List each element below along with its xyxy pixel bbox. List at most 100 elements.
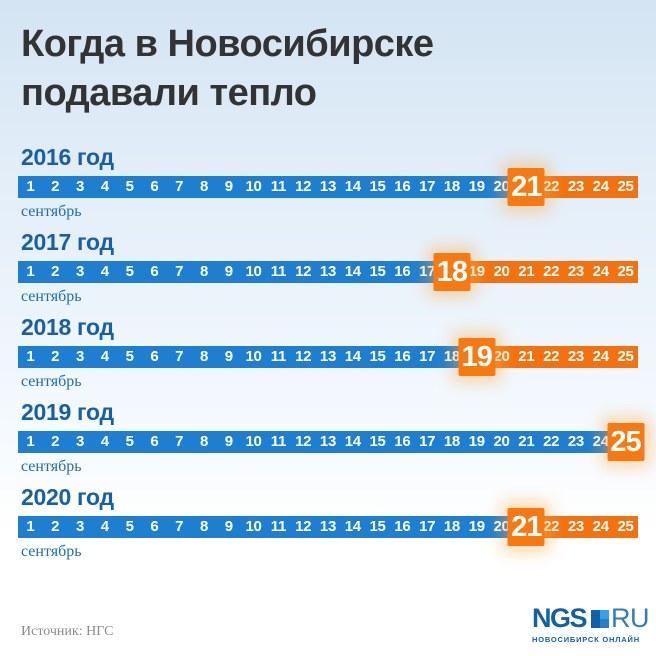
day-cell: 18 [439, 345, 465, 368]
day-cell: 14 [340, 175, 366, 198]
day-cell: 7 [166, 345, 192, 368]
day-cell: 10 [241, 515, 266, 538]
day-cell: 23 [563, 515, 589, 538]
timeline-row: 2018 год 1 2 3 4 5 6 7 8 9 10 11 12 13 14 15 16 17 18 19 20 2… [18, 313, 656, 392]
day-cell: 4 [92, 175, 118, 198]
day-cell: 18 [439, 515, 465, 538]
day-cell: 3 [67, 175, 93, 198]
highlight-day-badge: 18 [433, 252, 471, 291]
day-cell: 15 [365, 515, 390, 538]
day-cell: 3 [67, 260, 93, 283]
day-cell: 7 [166, 515, 192, 538]
year-label: 2020 год [21, 483, 114, 510]
day-cell: 10 [241, 175, 266, 198]
day-cell: 14 [340, 430, 366, 453]
day-cell: 13 [315, 345, 341, 368]
day-cell: 5 [117, 430, 142, 453]
day-cell: 6 [141, 260, 167, 283]
day-cell: 5 [117, 515, 142, 538]
page-title: Когда в Новосибирске подавали тепло [21, 20, 656, 119]
day-cell: 12 [290, 430, 316, 453]
day-cell: 13 [315, 430, 341, 453]
day-cell: 19 [464, 260, 490, 283]
day-cell: 25 [613, 260, 638, 283]
day-cell: 9 [216, 430, 242, 453]
day-cell: 16 [389, 260, 415, 283]
day-cell: 3 [67, 430, 93, 453]
day-cell: 9 [216, 345, 242, 368]
month-label: сентябрь [21, 372, 82, 390]
day-cell: 11 [265, 345, 291, 368]
timeline-bar: 1 2 3 4 5 6 7 8 9 10 11 12 13 14 15 16 17 18 19 20 21 22 23 24 2… [18, 167, 638, 206]
ngs-logo-text: NGS [531, 603, 588, 633]
timeline-row: 2020 год 1 2 3 4 5 6 7 8 9 10 11 12 13 14 15 16 17 18 19 20 2… [18, 483, 656, 562]
day-cell: 4 [92, 430, 118, 453]
timeline-bar: 1 2 3 4 5 6 7 8 9 10 11 12 13 14 15 16 17 18 19 20 21 22 23 24 2… [18, 252, 638, 291]
day-cell: 9 [216, 175, 242, 198]
timeline-row: 2019 год 1 2 3 4 5 6 7 8 9 10 11 12 13 14 15 16 17 18 19 20 2… [18, 398, 656, 477]
day-cell: 19 [464, 175, 490, 198]
day-cell: 4 [92, 515, 118, 538]
day-cell: 8 [191, 260, 217, 283]
day-cell: 7 [166, 430, 192, 453]
day-cell: 21 [507, 507, 545, 546]
day-cell: 19 [464, 430, 490, 453]
day-cell: 21 [513, 430, 539, 453]
day-cell: 19 [458, 337, 496, 376]
day-cell: 15 [365, 430, 390, 453]
ngs-logo[interactable]: NGS RU НОВОСИБИРСК ОНЛАЙН [531, 603, 650, 645]
day-cell: 5 [117, 345, 142, 368]
day-cell: 25 [613, 345, 638, 368]
day-cell: 1 [18, 430, 43, 453]
day-cell: 22 [538, 430, 564, 453]
highlight-day-badge: 25 [607, 422, 645, 461]
day-cell: 15 [365, 260, 390, 283]
month-label: сентябрь [21, 287, 82, 305]
day-cell: 24 [588, 515, 614, 538]
day-cell: 6 [141, 345, 167, 368]
day-cell: 24 [588, 345, 614, 368]
day-cell: 11 [265, 515, 291, 538]
day-cell: 8 [191, 175, 217, 198]
day-cell: 6 [141, 515, 167, 538]
day-cell: 17 [414, 260, 440, 283]
title-line-2: подавали тепло [21, 72, 317, 115]
year-label: 2019 год [21, 398, 114, 425]
day-cell: 18 [439, 430, 465, 453]
day-cell: 14 [340, 260, 366, 283]
year-label: 2016 год [21, 143, 114, 170]
day-cell: 22 [538, 345, 564, 368]
day-cell: 8 [191, 515, 217, 538]
day-cell: 17 [414, 345, 440, 368]
day-cell: 1 [18, 345, 43, 368]
day-cell: 24 [588, 175, 614, 198]
day-cell: 2 [42, 430, 68, 453]
day-cell: 6 [141, 430, 167, 453]
day-cell: 23 [563, 345, 589, 368]
timeline-bar: 1 2 3 4 5 6 7 8 9 10 11 12 13 14 15 16 17 18 19 20 21 22 23 24 2… [18, 422, 645, 461]
day-cell: 14 [340, 515, 366, 538]
day-cell: 7 [166, 260, 192, 283]
day-cell: 5 [117, 260, 142, 283]
day-cell: 7 [166, 175, 192, 198]
day-cell: 23 [563, 260, 589, 283]
day-cell: 18 [439, 175, 465, 198]
day-cell: 17 [414, 515, 440, 538]
day-cell: 10 [241, 260, 266, 283]
day-cell: 21 [507, 167, 545, 206]
highlight-day-badge: 21 [507, 507, 545, 546]
day-cell: 8 [191, 345, 217, 368]
day-cell: 4 [92, 345, 118, 368]
day-cell: 9 [216, 515, 242, 538]
day-cell: 12 [290, 515, 316, 538]
day-cell: 10 [241, 345, 266, 368]
day-cell: 14 [340, 345, 366, 368]
highlight-day-badge: 19 [458, 337, 496, 376]
day-cell: 13 [315, 515, 341, 538]
day-cell: 18 [433, 252, 471, 291]
ngs-logo-ru-text: RU [611, 603, 650, 633]
day-cell: 25 [613, 515, 638, 538]
ngs-logo-square-icon [591, 609, 609, 628]
day-cell: 17 [414, 175, 440, 198]
year-label: 2018 год [21, 313, 114, 340]
